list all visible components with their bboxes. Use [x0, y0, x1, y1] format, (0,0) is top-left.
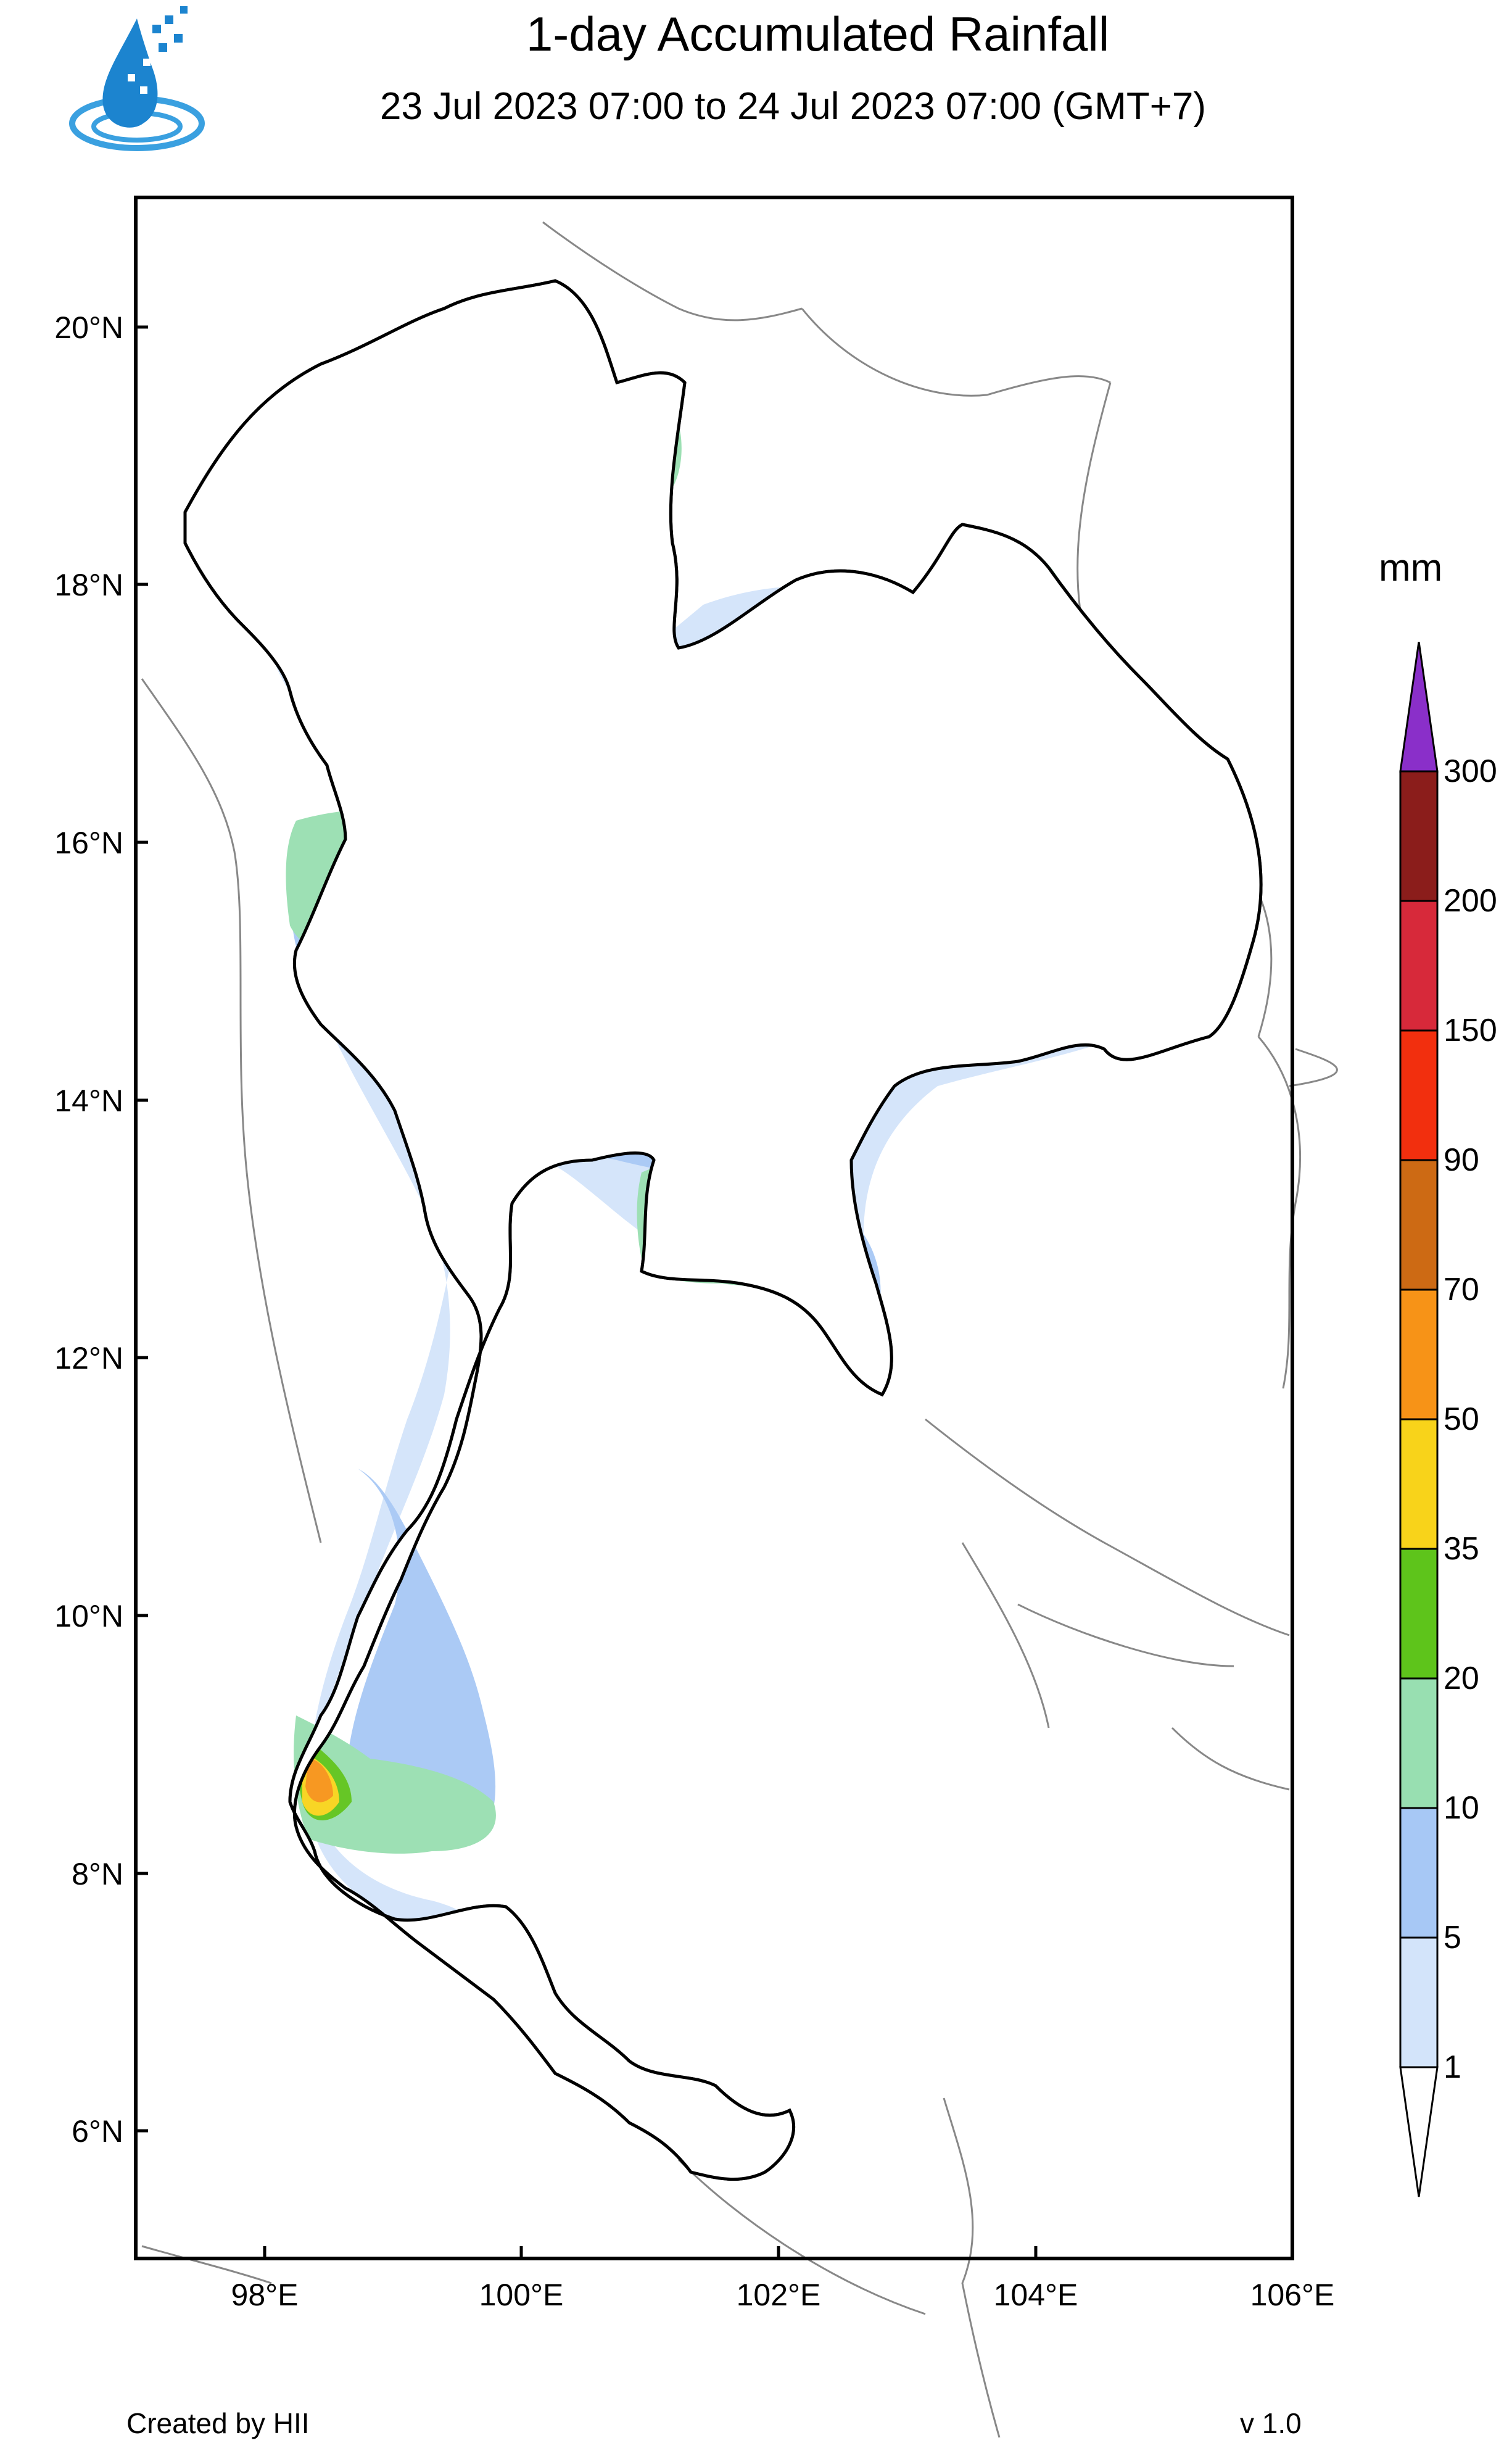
colorbar-level-label: 1 — [1444, 2049, 1461, 2085]
version-text: v 1.0 — [1240, 2407, 1302, 2439]
colorbar-level-label: 5 — [1444, 1920, 1461, 1956]
lat-tick-label: 14°N — [54, 1084, 123, 1118]
lon-tick-label: 102°E — [736, 2278, 821, 2312]
colorbar-swatch — [1399, 1677, 1439, 1809]
colorbar — [1399, 642, 1439, 2197]
colorbar-level-label: 200 — [1444, 883, 1497, 919]
lat-tick-label: 20°N — [54, 310, 123, 345]
colorbar-bottom-cap — [1399, 2066, 1439, 2197]
colorbar-level-label: 90 — [1444, 1142, 1479, 1178]
hii-logo — [69, 6, 205, 151]
colorbar-swatch — [1399, 1029, 1439, 1161]
lon-tick-label: 106°E — [1250, 2278, 1335, 2312]
lat-tick-label: 16°N — [54, 826, 123, 860]
colorbar-swatch — [1399, 1418, 1439, 1550]
colorbar-level-label: 300 — [1444, 753, 1497, 789]
credit-text: Created by HII — [126, 2407, 310, 2439]
colorbar-swatch — [1399, 1159, 1439, 1291]
colorbar-swatch — [1399, 1807, 1439, 1939]
lon-tick-label: 100°E — [479, 2278, 564, 2312]
colorbar-swatch — [1399, 900, 1439, 1032]
lon-tick-label: 104°E — [993, 2278, 1078, 2312]
map-title: 1-day Accumulated Rainfall — [526, 7, 1110, 61]
colorbar-swatch — [1399, 1548, 1439, 1680]
colorbar-level-label: 50 — [1444, 1401, 1479, 1437]
lat-tick-label: 8°N — [72, 1857, 123, 1891]
lat-tick-label: 6°N — [72, 2114, 123, 2149]
colorbar-level-label: 150 — [1444, 1013, 1497, 1048]
lat-tick-label: 12°N — [54, 1341, 123, 1375]
lon-tick-label: 98°E — [231, 2278, 299, 2312]
colorbar-level-label: 10 — [1444, 1790, 1479, 1826]
colorbar-level-label: 70 — [1444, 1272, 1479, 1308]
colorbar-swatch — [1399, 770, 1439, 902]
map-subtitle: 23 Jul 2023 07:00 to 24 Jul 2023 07:00 (… — [379, 85, 1207, 128]
lat-tick-label: 10°N — [54, 1599, 123, 1633]
colorbar-swatch — [1399, 1936, 1439, 2068]
colorbar-top-cap — [1399, 642, 1439, 773]
colorbar-swatch — [1399, 1288, 1439, 1421]
colorbar-level-label: 20 — [1444, 1661, 1479, 1696]
colorbar-unit: mm — [1379, 547, 1443, 589]
colorbar-level-label: 35 — [1444, 1531, 1479, 1567]
lat-tick-label: 18°N — [54, 568, 123, 602]
